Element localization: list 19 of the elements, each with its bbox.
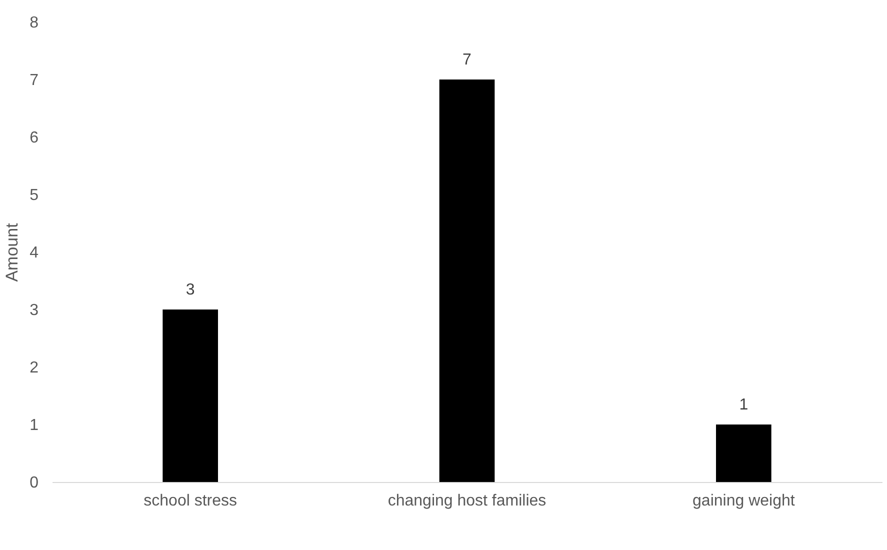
data-label: 3	[186, 282, 195, 298]
y-tick-label: 8	[30, 14, 39, 32]
bar	[162, 310, 218, 482]
y-tick-label: 4	[30, 244, 39, 262]
bar	[716, 424, 772, 482]
bar	[439, 80, 495, 482]
x-tick-label: changing host families	[388, 492, 546, 510]
y-tick-label: 7	[30, 72, 39, 89]
data-label: 1	[739, 396, 748, 414]
x-tick-label: school stress	[144, 492, 238, 510]
data-label: 7	[462, 52, 472, 68]
y-tick-label: 1	[30, 417, 39, 434]
y-tick-label: 5	[30, 187, 39, 204]
y-tick-label: 6	[30, 130, 39, 146]
y-tick-label: 0	[30, 474, 39, 492]
x-tick-label: gaining weight	[692, 492, 796, 510]
y-tick-label: 3	[30, 302, 39, 319]
y-axis-title: Amount	[2, 222, 22, 282]
y-tick-label: 2	[30, 360, 39, 376]
